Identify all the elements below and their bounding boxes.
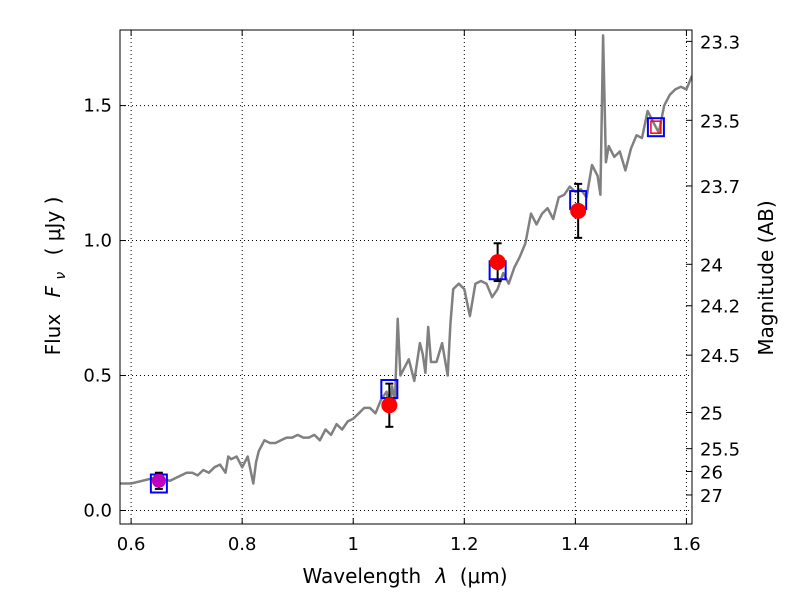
spectrum-line <box>120 34 692 485</box>
x-axis-label-symbol: λ <box>435 564 448 588</box>
y2-tick-label: 27 <box>700 486 723 507</box>
x-tick-label: 1.6 <box>672 534 701 555</box>
observed-point <box>570 202 587 219</box>
highlight-magenta-point <box>151 473 166 488</box>
y2-tick-label: 25.5 <box>700 440 740 461</box>
observed-point <box>381 397 398 414</box>
y-axis-label: Flux F ν ( μJy ) <box>41 197 70 356</box>
y2-tick-label: 23.7 <box>700 177 740 198</box>
y-axis-label-symbol: F <box>41 285 65 297</box>
x-tick-label: 1.4 <box>561 534 590 555</box>
spectrum-layer <box>120 34 692 485</box>
y2-axis-label: Magnitude (AB) <box>754 200 778 355</box>
highlight-red-square <box>650 120 662 134</box>
y-axis-label-subscript: ν <box>53 272 69 280</box>
x-tick-label: 1.2 <box>450 534 479 555</box>
x-axis-label: Wavelength λ (μm) <box>302 564 507 588</box>
y-axis-label-text: Flux <box>41 314 65 356</box>
y2-tick-label: 26 <box>700 462 723 483</box>
y2-tick-label: 24.5 <box>700 346 740 367</box>
y-tick-label: 1.0 <box>83 231 112 252</box>
y2-tick-label: 24 <box>700 255 723 276</box>
y2-tick-label: 25 <box>700 403 723 424</box>
y-tick-label: 1.5 <box>83 96 112 117</box>
y2-tick-label: 24.2 <box>700 297 740 318</box>
y2-tick-label: 23.5 <box>700 111 740 132</box>
x-tick-label: 1 <box>348 534 359 555</box>
y-axis-label-unit: ( μJy ) <box>41 197 65 256</box>
x-axis-label-text: Wavelength <box>302 564 421 588</box>
x-axis-label-unit: (μm) <box>460 564 508 588</box>
y-tick-label: 0.0 <box>83 501 112 522</box>
y2-tick-label: 23.3 <box>700 32 740 53</box>
observed-point <box>489 254 506 271</box>
tick-layer: 0.6 0.8 1 1.2 1.4 1.6 0.0 0.5 1.0 1.5 23.3 23.5 23.7… <box>83 30 740 555</box>
x-tick-label: 0.8 <box>228 534 257 555</box>
grid-layer <box>120 30 692 524</box>
y-tick-label: 0.5 <box>83 366 112 387</box>
x-tick-label: 0.6 <box>117 534 146 555</box>
marker-layer <box>149 117 665 494</box>
model-point <box>646 117 665 138</box>
plot-frame <box>119 29 693 525</box>
